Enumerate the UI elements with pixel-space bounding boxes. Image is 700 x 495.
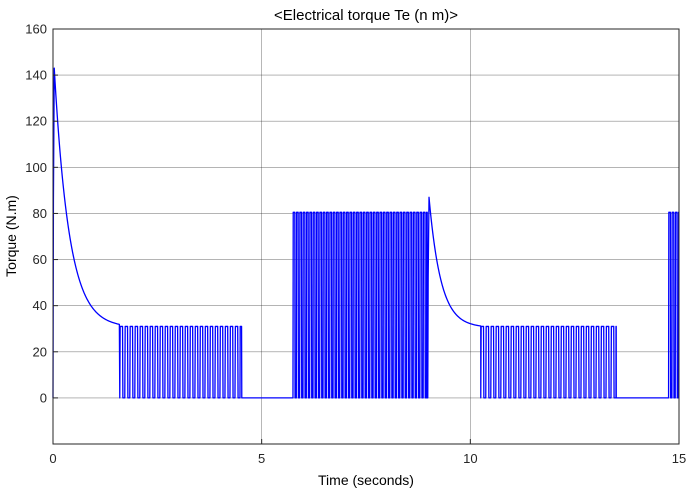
y-tick-label: 160 [25,22,47,37]
y-tick-label: 20 [33,344,47,359]
x-ticks: 0 5 10 15 [49,439,686,466]
x-tick-label: 10 [463,451,477,466]
chart-title: <Electrical torque Te (n m)> [274,7,458,24]
x-axis-label: Time (seconds) [318,472,414,488]
y-tick-label: 0 [40,390,47,405]
y-tick-label: 40 [33,298,47,313]
x-tick-label: 15 [672,451,686,466]
y-tick-label: 80 [33,206,47,221]
series-layer [52,67,680,399]
y-tick-label: 140 [25,68,47,83]
y-tick-label: 60 [33,252,47,267]
x-tick-label: 0 [49,451,56,466]
torque-series-line [52,67,680,399]
y-axis-label: Torque (N.m) [3,195,19,277]
x-tick-label: 5 [258,451,265,466]
y-tick-label: 120 [25,114,47,129]
axes-box [52,28,680,445]
y-ticks: 0 20 40 60 80 100 120 140 160 [25,22,58,405]
y-tick-label: 100 [25,160,47,175]
